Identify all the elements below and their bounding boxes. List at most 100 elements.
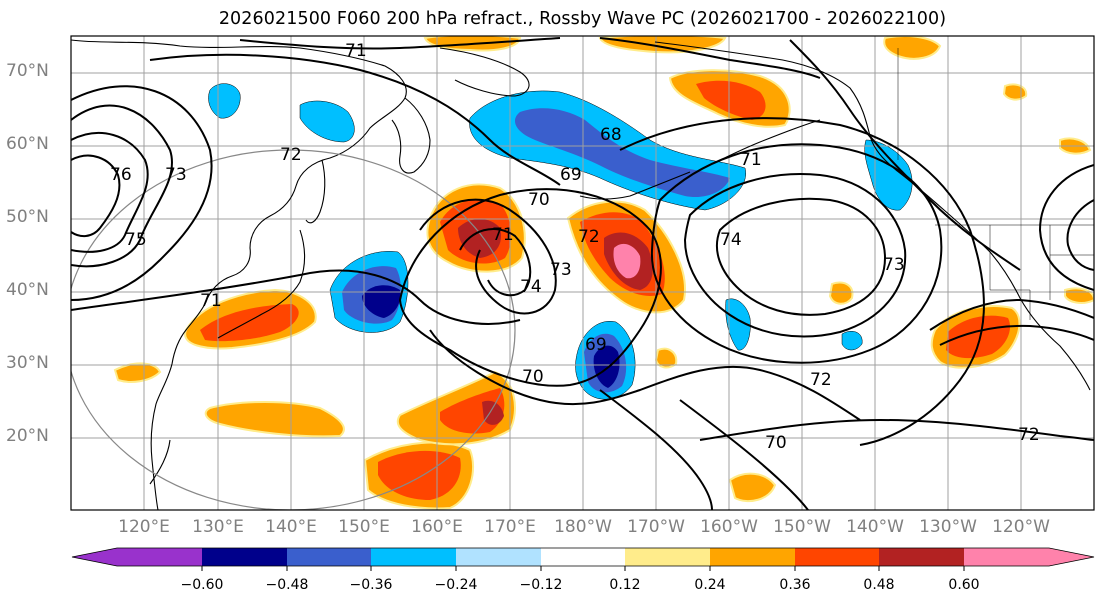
contour-label-72-a: 72 <box>578 227 600 247</box>
contour-r <box>789 39 1021 271</box>
contour-label-73-b: 73 <box>883 255 905 275</box>
lon-label-160e: 160°E <box>411 517 463 537</box>
contour-p <box>679 399 809 510</box>
coastlines <box>71 39 1091 510</box>
contour-label-71-b: 71 <box>492 225 514 245</box>
shade-blue-150e-core <box>362 285 401 318</box>
lon-label-130w: 130°W <box>919 517 977 537</box>
contour-label-76: 76 <box>110 165 132 185</box>
contour-label-70-c: 70 <box>765 433 787 453</box>
shade-blue-pacific-1 <box>725 298 751 351</box>
contour-labels: 71 68 69 70 71 72 73 74 72 70 72 70 73 7… <box>110 41 1040 453</box>
shade-subtropical-5 <box>728 472 777 503</box>
contour-label-74-a: 74 <box>520 277 542 297</box>
map-plot-area: 71 68 69 70 71 72 73 74 72 70 72 70 73 7… <box>71 36 1094 510</box>
lon-label-140w: 140°W <box>846 517 904 537</box>
contour-label-69-b: 69 <box>585 335 607 355</box>
lon-label-140e: 140°E <box>265 517 317 537</box>
colorbar-label-5: 0.12 <box>609 577 641 593</box>
shade-japan-red <box>200 304 299 342</box>
lon-label-170w: 170°W <box>627 517 685 537</box>
contour-label-71-top: 71 <box>345 41 367 61</box>
lat-label-70n: 70°N <box>6 61 49 81</box>
contour-g <box>419 198 557 315</box>
colorbar-segment-3 <box>287 548 371 566</box>
colorbar-segment-11 <box>964 548 1049 566</box>
contour-label-71-d: 71 <box>740 150 762 170</box>
colorbar-segment-12 <box>1049 548 1094 566</box>
shade-blue-175w-core <box>593 345 620 388</box>
shade-blue-bering-dark <box>515 108 730 198</box>
colorbar-segment-8 <box>710 548 795 566</box>
contour-d <box>71 154 121 238</box>
colorbar-label-9: 0.60 <box>948 577 980 593</box>
coast-kamchatka <box>391 97 431 174</box>
contour-q <box>599 389 713 510</box>
colorbar-segment-6 <box>541 548 625 566</box>
contour-x <box>939 324 1094 346</box>
contour-label-69: 69 <box>560 165 582 185</box>
contours <box>71 37 1094 510</box>
borders <box>897 48 1094 320</box>
contour-l <box>683 173 907 338</box>
contour-i <box>398 188 662 387</box>
contour-w <box>929 298 1094 331</box>
shade-orange-pacific-2 <box>654 347 678 369</box>
contour-c <box>71 85 213 301</box>
shade-top-orange-2 <box>598 36 727 54</box>
colorbar-outline <box>71 547 1095 567</box>
shade-blue-chukotka <box>208 83 241 119</box>
lon-label-150e: 150°E <box>338 517 390 537</box>
contour-t <box>1066 199 1094 271</box>
contour-m <box>715 197 887 316</box>
colorbar-ticks <box>201 566 965 571</box>
lat-label-20n: 20°N <box>6 426 49 446</box>
colorbar <box>71 547 1095 571</box>
coast-asia-mainland <box>71 39 407 510</box>
lon-label-180w: 180°W <box>554 517 612 537</box>
shade-red-alaska-inner <box>696 80 766 120</box>
contour-label-74-b: 74 <box>720 230 742 250</box>
lat-label-40n: 40°N <box>6 280 49 300</box>
contour-label-70-a: 70 <box>528 190 550 210</box>
contour-a <box>71 104 173 268</box>
map-title: 2026021500 F060 200 hPa refract., Rossby… <box>218 9 947 29</box>
colorbar-label-2: −0.36 <box>349 577 393 593</box>
contour-label-72-b: 72 <box>280 145 302 165</box>
great-circle-curve <box>71 149 516 510</box>
contour-o <box>699 418 1094 441</box>
colorbar-label-1: −0.48 <box>265 577 309 593</box>
shading-layer <box>113 36 1094 510</box>
colorbar-segment-4 <box>371 548 456 566</box>
lon-label-170e: 170°E <box>484 517 536 537</box>
contour-b <box>71 131 149 253</box>
contour-label-72-d: 72 <box>1018 425 1040 445</box>
colorbar-label-6: 0.24 <box>694 577 726 593</box>
shade-red-uswest-inner <box>946 315 1011 359</box>
shade-orange-pacific-1 <box>828 281 854 305</box>
shade-blue-pacific-2 <box>841 331 863 351</box>
coast-sakhalin <box>305 159 326 224</box>
shade-red-172w-pink <box>613 243 641 279</box>
coast-japan <box>217 229 306 339</box>
lon-label-120e: 120°E <box>118 517 170 537</box>
map-frame <box>70 35 1095 511</box>
contour-h <box>459 227 532 297</box>
colorbar-label-4: −0.12 <box>519 577 563 593</box>
contour-j <box>429 329 861 421</box>
colorbar-label-8: 0.48 <box>863 577 895 593</box>
shade-blue-okhotsk <box>299 100 355 143</box>
contour-s <box>1038 164 1094 291</box>
colorbar-segment-0 <box>72 548 117 566</box>
contour-label-71-c: 71 <box>200 291 222 311</box>
lat-label-50n: 50°N <box>6 207 49 227</box>
coast-aleutians <box>579 171 691 200</box>
colorbar-segment-5 <box>456 548 541 566</box>
coast-philippines <box>149 439 171 485</box>
colorbar-label-0: −0.60 <box>180 577 224 593</box>
colorbar-label-7: 0.36 <box>779 577 811 593</box>
contour-k <box>650 143 943 364</box>
contour-label-70-b: 70 <box>522 367 544 387</box>
contour-label-75: 75 <box>125 230 147 250</box>
